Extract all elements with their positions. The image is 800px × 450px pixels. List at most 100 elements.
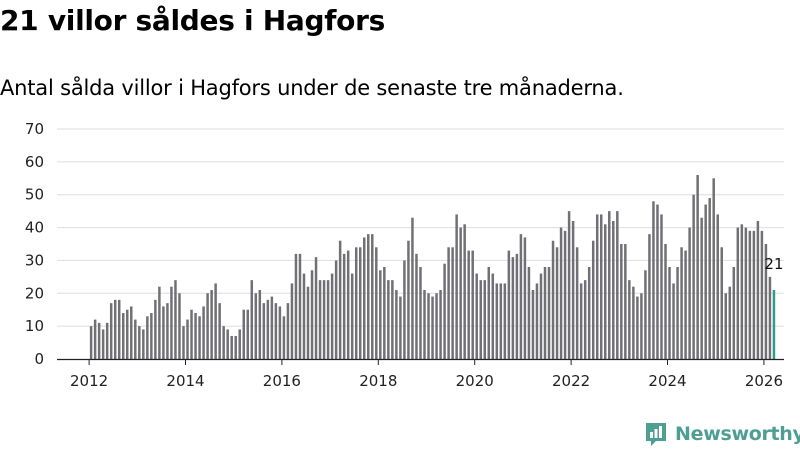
bar	[258, 290, 262, 359]
bar	[314, 257, 318, 359]
bar	[583, 280, 587, 359]
bar	[346, 250, 350, 359]
bar	[575, 247, 579, 359]
bar	[644, 270, 647, 359]
bar	[616, 211, 619, 359]
bar	[222, 326, 225, 359]
bar	[479, 280, 482, 359]
bar	[97, 322, 101, 359]
y-tick-label: 20	[25, 284, 44, 302]
x-axis-tick-labels: 2012 2014 2016 2018 2020 2022 2024 2026	[70, 359, 783, 390]
bar	[326, 280, 330, 359]
bar	[668, 267, 671, 359]
bar	[358, 247, 362, 359]
bar	[507, 250, 511, 359]
bar	[206, 293, 209, 359]
y-tick-label: 50	[25, 186, 44, 204]
y-tick-label: 60	[25, 153, 44, 171]
bar	[282, 316, 286, 359]
bar	[559, 227, 563, 359]
bar	[415, 253, 418, 359]
bar	[278, 306, 282, 359]
bar	[499, 283, 503, 359]
bar	[109, 303, 113, 359]
bar	[760, 230, 764, 359]
gridlines	[57, 128, 784, 327]
bar	[371, 234, 374, 359]
bar	[93, 319, 97, 359]
bar	[555, 247, 559, 359]
bar	[130, 306, 133, 359]
bar	[451, 247, 454, 359]
bar	[571, 221, 575, 359]
bar	[483, 280, 486, 359]
bar	[302, 273, 306, 359]
bar	[375, 247, 378, 359]
bar	[407, 240, 410, 359]
bar	[632, 286, 635, 359]
bar	[274, 303, 278, 359]
bar	[89, 326, 93, 359]
bar	[210, 290, 213, 359]
bar	[563, 230, 567, 359]
bar	[431, 296, 434, 359]
newsworthy-logo: Newsworthy	[644, 419, 800, 449]
bar-highlighted	[772, 290, 776, 359]
bar-chart: 0 10 20 30 40 50 60 70 2012 2014 2016 2018 2020 2022…	[25, 120, 784, 390]
bar	[608, 211, 611, 359]
bar	[527, 267, 531, 359]
chart-title: 21 villor såldes i Hagfors	[0, 4, 385, 37]
bar	[700, 217, 703, 359]
bar	[403, 260, 406, 359]
data-labels: 21	[764, 255, 783, 273]
bar	[720, 247, 723, 359]
bars	[89, 175, 776, 359]
x-tick-label: 2022	[552, 372, 590, 390]
bar	[170, 286, 173, 359]
bar	[238, 329, 241, 359]
bar	[198, 316, 201, 359]
x-tick-label: 2012	[70, 372, 108, 390]
bar	[242, 309, 245, 359]
bar	[712, 178, 715, 359]
bar	[744, 227, 748, 359]
bar	[523, 237, 527, 359]
bar	[656, 204, 659, 359]
bar	[310, 270, 314, 359]
x-tick-label: 2026	[745, 372, 783, 390]
bar	[728, 286, 732, 359]
bar	[591, 240, 595, 359]
bar	[495, 283, 499, 359]
x-tick-label: 2014	[166, 372, 204, 390]
bar	[182, 326, 185, 359]
bar	[266, 299, 270, 359]
bar	[150, 313, 153, 359]
bar	[142, 329, 145, 359]
bar	[435, 293, 438, 359]
bar	[463, 224, 466, 359]
bar	[134, 319, 137, 359]
bar	[322, 280, 326, 359]
bar	[117, 299, 121, 359]
bar	[624, 244, 627, 359]
bar	[190, 309, 193, 359]
chart-subtitle: Antal sålda villor i Hagfors under de se…	[0, 76, 624, 100]
bar	[379, 270, 382, 359]
bar	[628, 280, 631, 359]
bar	[487, 267, 491, 359]
y-tick-label: 0	[34, 350, 44, 368]
bar	[270, 296, 274, 359]
bar	[318, 280, 322, 359]
last-value-label: 21	[764, 255, 783, 273]
bar	[768, 276, 772, 359]
y-axis-tick-labels: 0 10 20 30 40 50 60 70	[25, 120, 44, 368]
bar	[543, 267, 547, 359]
bar	[334, 260, 338, 359]
bar	[636, 296, 639, 359]
bar	[126, 309, 129, 359]
bar	[567, 211, 571, 359]
bar	[447, 247, 450, 359]
y-tick-label: 30	[25, 251, 44, 269]
bar	[587, 267, 591, 359]
bar	[101, 329, 105, 359]
